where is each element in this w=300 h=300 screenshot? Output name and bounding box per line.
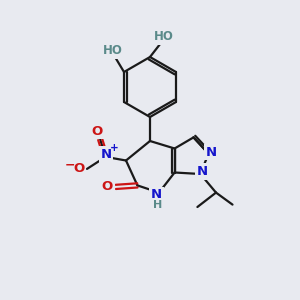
Text: −: − xyxy=(64,159,75,172)
Text: O: O xyxy=(102,180,113,194)
Text: N: N xyxy=(196,165,208,178)
Text: +: + xyxy=(110,143,118,153)
Text: HO: HO xyxy=(103,44,123,57)
Text: HO: HO xyxy=(154,30,174,44)
Text: O: O xyxy=(92,124,103,138)
Text: H: H xyxy=(153,200,162,210)
Text: O: O xyxy=(73,162,84,175)
Text: N: N xyxy=(100,148,112,161)
Text: N: N xyxy=(206,146,217,159)
Text: N: N xyxy=(151,188,162,202)
